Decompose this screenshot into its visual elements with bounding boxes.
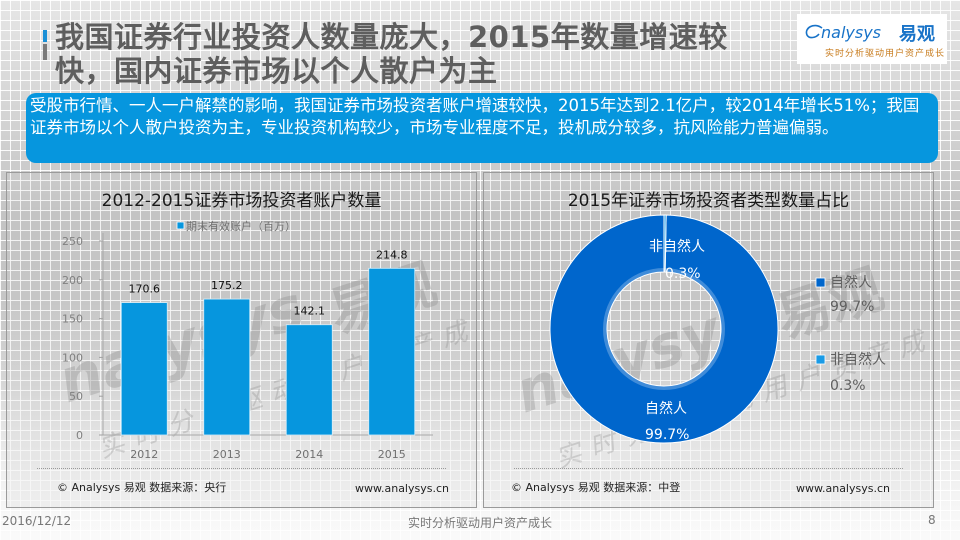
- bar-marks: 170.6 2012 175.2 2013 142.1 2014 214.8 2015: [120, 248, 416, 461]
- legend-label: 期末有效账户（百万）: [186, 219, 296, 233]
- legend-natural-value: 99.7%: [830, 299, 874, 315]
- analysys-logo: nalysys 易观 实时分析驱动用户资产成长: [797, 14, 947, 64]
- footer-date: 2016/12/12: [2, 514, 72, 528]
- bar-footer-source: © Analysys 易观 数据来源：央行: [57, 481, 227, 494]
- bar-chart-title: 2012-2015证券市场投资者账户数量: [101, 191, 382, 211]
- bar-2012: [120, 302, 168, 436]
- legend-swatch-natural: [815, 277, 826, 288]
- x-tick-label: 2015: [378, 448, 406, 461]
- accent-bar-gray: [43, 44, 47, 60]
- footer-divider: [37, 468, 446, 469]
- slice-non-natural: [663, 214, 667, 273]
- bar-2015: [368, 267, 416, 436]
- bar-value-label: 142.1: [294, 305, 326, 318]
- slice-label-natural-value: 99.7%: [645, 427, 689, 443]
- logo-brand-cn: 易观: [899, 24, 935, 45]
- page-title: 我国证券行业投资人数量庞大，2015年数量增速较 快，国内证券市场以个人散户为主: [55, 20, 795, 88]
- y-tick-label: 150: [62, 313, 83, 326]
- slice-label-non-natural-value: 0.3%: [665, 266, 701, 282]
- bar-chart: nalysys 易观 实时分析驱动用户资产成长 期末有效账户（百万） 05010…: [50, 219, 475, 465]
- slice-label-non-natural-name: 非自然人: [649, 238, 705, 255]
- bar-chart-panel: 2012-2015证券市场投资者账户数量 nalysys 易观 实时分析驱动用户…: [6, 172, 477, 508]
- accent-bar-blue: [43, 30, 47, 42]
- donut-chart: nalysys 易观 实时分析驱动用户资产成长 非自然人 0.3% 自然人 99…: [507, 214, 932, 475]
- slice-natural: [549, 214, 779, 444]
- x-tick-label: 2013: [213, 448, 241, 461]
- footer-slogan: 实时分析驱动用户资产成长: [407, 516, 552, 530]
- slice-label-natural-name: 自然人: [645, 400, 687, 417]
- page-title-line2: 快，国内证券市场以个人散户为主: [55, 54, 498, 88]
- donut-chart-title: 2015年证券市场投资者类型数量占比: [567, 191, 850, 211]
- bar-footer-url[interactable]: www.analysys.cn: [355, 482, 449, 495]
- page-title-line1: 我国证券行业投资人数量庞大，2015年数量增速较: [55, 20, 728, 54]
- donut-footer-source: © Analysys 易观 数据来源：中登: [511, 481, 681, 494]
- donut-legend: 自然人 99.7% 非自然人 0.3%: [815, 274, 886, 394]
- bar-value-label: 170.6: [129, 283, 161, 296]
- logo-brand: nalysys: [821, 23, 881, 42]
- donut-labels: 非自然人 0.3% 自然人 99.7%: [645, 238, 705, 443]
- bar-2014: [285, 324, 333, 436]
- y-tick-label: 100: [62, 351, 83, 364]
- legend-non-natural-value: 0.3%: [830, 378, 866, 394]
- legend-natural-name: 自然人: [830, 274, 872, 291]
- legend-swatch-non-natural: [815, 354, 826, 365]
- footer-divider: [514, 468, 903, 469]
- legend-swatch: [176, 221, 185, 230]
- donut-slices: [549, 214, 779, 444]
- y-tick-label: 250: [62, 235, 83, 248]
- summary-text: 受股市行情、一人一户解禁的影响，我国证券市场投资者账户增速较快，2015年达到2…: [30, 96, 920, 137]
- y-tick-label: 200: [62, 274, 83, 287]
- x-tick-label: 2014: [295, 448, 323, 461]
- summary-box: 受股市行情、一人一户解禁的影响，我国证券市场投资者账户增速较快，2015年达到2…: [26, 93, 938, 163]
- logo-slogan: 实时分析驱动用户资产成长: [825, 49, 946, 59]
- bar-2013: [203, 298, 251, 436]
- legend-non-natural-name: 非自然人: [830, 351, 886, 368]
- bar-value-label: 175.2: [211, 279, 243, 292]
- bar-legend: 期末有效账户（百万）: [176, 219, 296, 233]
- title-accent-bar: [43, 30, 47, 60]
- page-number: 8: [928, 513, 936, 527]
- y-tick-label: 50: [69, 390, 83, 403]
- donut-footer-url[interactable]: www.analysys.cn: [796, 482, 890, 495]
- y-tick-label: 0: [76, 429, 83, 442]
- x-tick-label: 2012: [130, 448, 158, 461]
- logo-swoosh-icon: [805, 24, 823, 39]
- donut-inner-ring: [603, 268, 725, 390]
- donut-chart-panel: 2015年证券市场投资者类型数量占比 nalysys 易观 实时分析驱动用户资产…: [483, 172, 934, 508]
- bar-value-label: 214.8: [376, 248, 408, 261]
